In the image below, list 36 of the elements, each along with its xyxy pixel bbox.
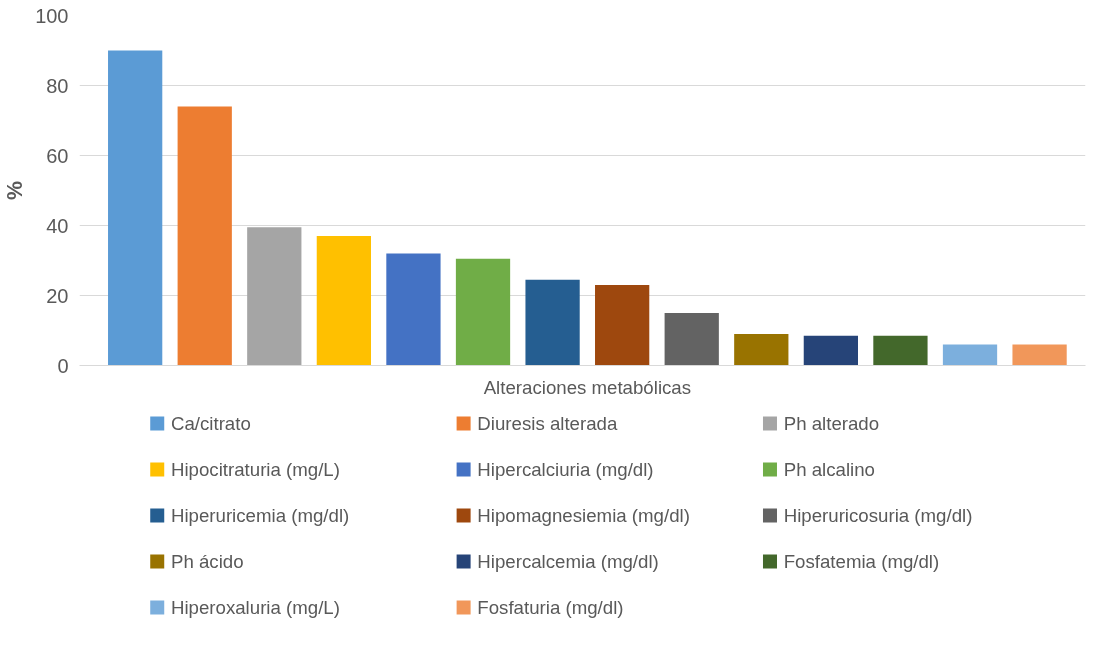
bar xyxy=(803,335,858,366)
bar xyxy=(177,106,232,366)
bar xyxy=(386,253,441,366)
legend-label: Hipocitraturia (mg/L) xyxy=(170,459,340,480)
legend-label: Hiperoxaluria (mg/L) xyxy=(170,597,340,618)
legend-label: Hiperuricemia (mg/dl) xyxy=(170,505,350,526)
y-axis-title: % xyxy=(3,180,28,200)
bar xyxy=(525,279,580,366)
bar xyxy=(1012,344,1067,366)
x-tick-label: Alteraciones metabólicas xyxy=(483,376,692,398)
legend-label: Hipercalcemia (mg/dl) xyxy=(477,551,659,572)
y-tick-label: 80 xyxy=(46,74,69,97)
bar xyxy=(247,227,302,366)
y-tick-label: 40 xyxy=(46,214,69,237)
y-tick-label: 20 xyxy=(46,284,69,307)
bar xyxy=(455,258,511,366)
bar xyxy=(873,335,928,366)
legend-label: Hipomagnesiemia (mg/dl) xyxy=(477,505,690,526)
legend-label: Hiperuricosuria (mg/dl) xyxy=(783,505,973,526)
y-tick-label: 60 xyxy=(46,144,69,167)
legend-label: Fosfatemia (mg/dl) xyxy=(783,551,940,572)
bar xyxy=(942,344,998,366)
bar xyxy=(664,313,719,366)
legend-label: Diuresis alterada xyxy=(477,413,618,434)
legend-label: Ca/citrato xyxy=(170,413,251,434)
bar xyxy=(108,50,163,366)
bar xyxy=(316,236,371,366)
legend-label: Ph alcalino xyxy=(783,459,875,480)
y-tick-label: 0 xyxy=(57,354,69,377)
bar xyxy=(734,334,789,366)
legend-label: Fosfaturia (mg/dl) xyxy=(477,597,624,618)
bar xyxy=(595,285,650,366)
legend-label: Hipercalciuria (mg/dl) xyxy=(477,459,654,480)
legend-label: Ph alterado xyxy=(783,413,880,434)
legend-label: Ph ácido xyxy=(170,551,244,572)
y-tick-label: 100 xyxy=(35,4,69,27)
